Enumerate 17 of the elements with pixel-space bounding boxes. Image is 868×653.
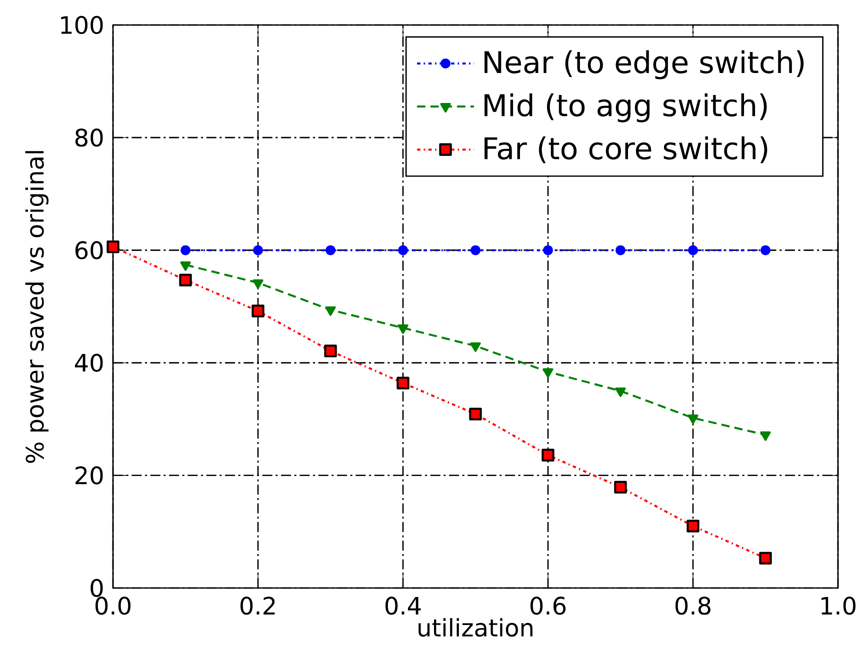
x-tick-label: 1.0 <box>822 596 856 615</box>
x-axis-title: utilization <box>418 618 532 637</box>
y-tick-label: 60 <box>75 241 103 260</box>
legend-label: Near (to edge switch) <box>484 50 804 80</box>
x-tick-label: 0.0 <box>95 596 131 615</box>
legend-label: Mid (to agg switch) <box>484 93 767 122</box>
legend-label: Far (to core switch) <box>484 136 768 164</box>
y-tick-label: 20 <box>76 466 103 484</box>
y-axis-title: % power saved vs original <box>25 151 49 463</box>
y-tick-label: 40 <box>74 354 103 372</box>
x-tick-label: 0.8 <box>675 596 710 615</box>
y-tick-label: 0 <box>90 578 103 598</box>
x-tick-label: 0.2 <box>240 596 275 615</box>
x-tick-label: 0.4 <box>385 596 421 615</box>
y-tick-label: 100 <box>61 16 103 34</box>
x-tick-label: 0.6 <box>530 596 566 615</box>
y-tick-label: 80 <box>75 128 103 147</box>
